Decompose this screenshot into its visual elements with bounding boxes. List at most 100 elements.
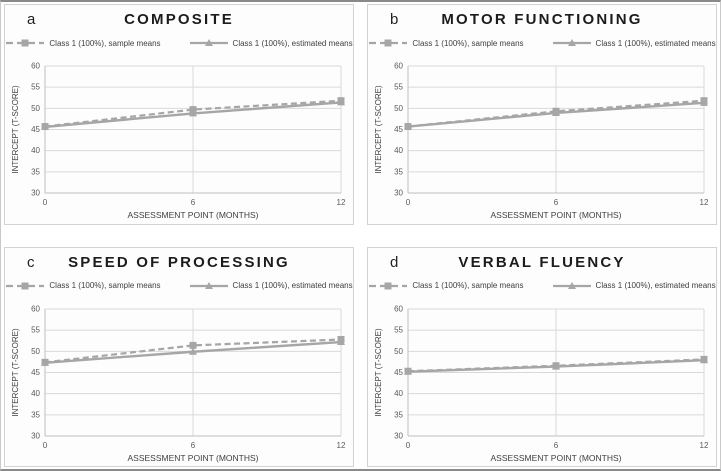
panel-b-motor-functioning: b MOTOR FUNCTIONING Class 1 (100%), samp… [367,4,717,225]
y-tick-label: 60 [31,62,40,71]
legend-item-sample-means: Class 1 (100%), sample means [368,280,524,292]
data-point-marker [41,123,49,131]
y-tick-label: 50 [31,104,40,113]
legend-item-estimated-means: Class 1 (100%), estimated means [552,280,716,292]
y-tick-label: 55 [31,325,40,334]
legend-label: Class 1 (100%), estimated means [595,38,716,48]
legend-item-sample-means: Class 1 (100%), sample means [5,37,161,49]
x-tick-label: 12 [337,441,346,450]
y-tick-label: 30 [394,431,403,440]
data-point-marker [700,355,708,363]
y-tick-label: 50 [31,346,40,355]
data-point-marker [404,123,412,131]
legend-label: Class 1 (100%), estimated means [232,281,353,290]
x-axis-title: ASSESSMENT POINT (MONTHS) [128,210,259,220]
data-point-marker [189,347,197,355]
legend-marker [567,39,576,46]
y-tick-label: 55 [31,83,40,92]
y-tick-label: 40 [394,146,403,155]
panel-letter: a [27,11,36,28]
legend-label: Class 1 (100%), sample means [49,281,161,290]
legend-marker [204,39,213,46]
x-axis-title: ASSESSMENT POINT (MONTHS) [491,210,622,220]
panel-title: MOTOR FUNCTIONING [441,11,643,28]
x-axis-title: ASSESSMENT POINT (MONTHS) [128,453,259,463]
estimated-means-legend-icon [189,281,228,289]
panel-title: SPEED OF PROCESSING [68,253,290,271]
x-tick-label: 0 [406,441,411,450]
x-tick-label: 6 [191,198,196,207]
chart-legend: Class 1 (100%), sample means Class 1 (10… [5,279,353,293]
panel-c-speed-of-processing: c SPEED OF PROCESSING Class 1 (100%), sa… [4,246,354,467]
line-chart: 30 35 40 45 50 55 60 0 6 12 INTERCEPT (T-SCORE) ASS… [374,62,709,221]
y-tick-label: 30 [31,189,40,198]
x-tick-label: 6 [554,198,559,207]
series-line-sample-means [44,99,342,128]
sample-means-legend-icon [369,282,408,289]
panel-letter: b [390,11,399,28]
legend-marker [21,39,29,47]
y-tick-label: 45 [31,125,40,134]
estimated-means-legend-icon [552,39,591,46]
legend-label: Class 1 (100%), sample means [412,38,524,48]
x-tick-label: 6 [191,441,196,450]
legend-label: Class 1 (100%), sample means [412,281,524,290]
y-tick-label: 55 [394,83,403,92]
y-tick-label: 60 [394,304,403,313]
data-point-marker [404,367,412,375]
panel-title: COMPOSITE [124,11,234,28]
y-tick-label: 45 [394,368,403,377]
legend-label: Class 1 (100%), estimated means [595,281,716,290]
y-tick-label: 60 [31,304,40,313]
line-chart: 30 35 40 45 50 55 60 0 6 12 INTERCEPT (T-SCORE) ASS… [374,304,709,463]
sample-means-legend-icon [6,282,45,289]
y-tick-label: 55 [394,325,403,334]
legend-label: Class 1 (100%), estimated means [232,38,353,48]
legend-marker [21,282,29,289]
y-tick-label: 35 [31,410,40,419]
x-tick-label: 12 [700,441,709,450]
y-tick-label: 45 [394,125,403,134]
panel-letter: d [390,253,399,271]
data-point-marker [189,341,197,349]
chart-legend: Class 1 (100%), sample means Class 1 (10… [5,36,353,50]
data-point-marker [337,335,345,343]
data-point-marker [552,361,560,369]
chart-legend: Class 1 (100%), sample means Class 1 (10… [368,279,716,293]
y-tick-label: 50 [394,104,403,113]
line-chart: 30 35 40 45 50 55 60 0 6 12 INTERCEPT (T-SCORE) ASS… [11,304,346,463]
legend-marker [384,282,392,289]
y-tick-label: 40 [31,146,40,155]
y-tick-label: 45 [31,368,40,377]
data-point-marker [337,97,345,105]
x-tick-label: 6 [554,441,559,450]
y-tick-label: 60 [394,62,403,71]
legend-label: Class 1 (100%), sample means [49,38,161,48]
data-point-marker [552,107,560,115]
legend-item-estimated-means: Class 1 (100%), estimated means [189,280,353,292]
estimated-means-legend-icon [552,281,591,289]
legend-item-sample-means: Class 1 (100%), sample means [5,280,161,292]
x-axis-title: ASSESSMENT POINT (MONTHS) [491,453,622,463]
x-tick-label: 0 [406,198,411,207]
legend-marker [204,281,213,289]
x-tick-label: 0 [43,441,48,450]
data-point-marker [189,106,197,114]
line-chart: 30 35 40 45 50 55 60 0 6 12 INTERCEPT (T-SCORE) ASS… [11,62,346,221]
sample-means-legend-icon [369,39,408,47]
estimated-means-legend-icon [189,39,228,46]
y-tick-label: 40 [394,389,403,398]
x-tick-label: 12 [700,198,709,207]
data-point-marker [41,358,49,366]
panel-d-verbal-fluency: d VERBAL FLUENCY Class 1 (100%), sample … [367,246,717,467]
y-axis-title: INTERCEPT (T-SCORE) [374,328,383,417]
legend-item-estimated-means: Class 1 (100%), estimated means [189,37,353,49]
y-tick-label: 30 [394,189,403,198]
x-tick-label: 0 [43,198,48,207]
series-line-sample-means [407,99,705,128]
sample-means-legend-icon [6,39,45,47]
panel-title: VERBAL FLUENCY [458,253,626,271]
y-tick-label: 50 [394,346,403,355]
y-tick-label: 40 [31,389,40,398]
